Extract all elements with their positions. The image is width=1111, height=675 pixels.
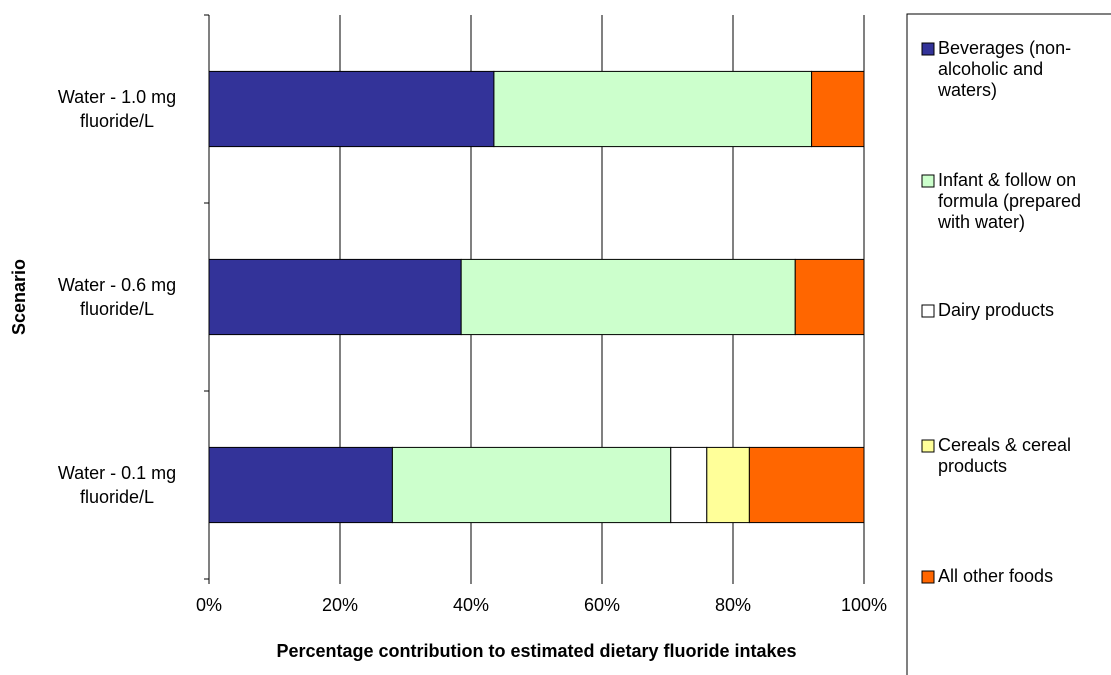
y-category-label-line: fluoride/L (80, 111, 154, 131)
y-category-label-line: Water - 1.0 mg (58, 87, 176, 107)
tick-labels: 0% 20% 40% 60% 80% 100% Water - 1.0 mg fluoride… (58, 87, 887, 615)
legend-swatch (921, 42, 935, 56)
legend-label-line: with water) (937, 212, 1025, 232)
x-tick-label: 80% (715, 595, 751, 615)
legend-label-line: alcoholic and (938, 59, 1043, 79)
legend-label-line: formula (prepared (938, 191, 1081, 211)
y-category-label: Water - 1.0 mg fluoride/L (58, 87, 176, 131)
x-tick-label: 0% (196, 595, 222, 615)
y-category-label-line: fluoride/L (80, 299, 154, 319)
y-axis-title: Scenario (9, 259, 29, 335)
y-category-label: Water - 0.6 mg fluoride/L (58, 275, 176, 319)
legend: Beverages (non-alcoholic and waters) Infan… (906, 13, 1111, 675)
legend-label: Infant & follow on formula (prepared with … (937, 170, 1081, 232)
legend-swatch (921, 174, 935, 188)
y-category-label-line: Water - 0.1 mg (58, 463, 176, 483)
bar-segment (794, 258, 865, 336)
legend-label-line: products (938, 456, 1007, 476)
legend-label: Beverages (non-alcoholic and waters) (937, 38, 1071, 100)
legend-label-line: Dairy products (938, 300, 1054, 320)
x-tick-label: 40% (453, 595, 489, 615)
x-tick-label: 60% (584, 595, 620, 615)
y-category-label: Water - 0.1 mg fluoride/L (58, 463, 176, 507)
x-tick-label: 20% (322, 595, 358, 615)
legend-label-line: waters) (937, 80, 997, 100)
bar-segment (706, 446, 750, 524)
axes (204, 14, 865, 584)
bar-segment (811, 70, 865, 148)
bar-segment (208, 446, 393, 524)
bar-segment (460, 258, 796, 336)
legend-label-line: Infant & follow on (938, 170, 1076, 190)
legend-swatch (921, 570, 935, 584)
legend-label: All other foods (938, 566, 1053, 586)
legend-label-line: All other foods (938, 566, 1053, 586)
legend-label-line: Beverages (non- (938, 38, 1071, 58)
y-category-label-line: Water - 0.6 mg (58, 275, 176, 295)
bar-segment (670, 446, 708, 524)
x-axis-title: Percentage contribution to estimated die… (276, 641, 796, 661)
legend-label-line: Cereals & cereal (938, 435, 1071, 455)
legend-label: Cereals & cereal products (938, 435, 1071, 476)
bar-segment (208, 70, 495, 148)
bar-segment (748, 446, 865, 524)
y-category-label-line: fluoride/L (80, 487, 154, 507)
legend-swatch (921, 439, 935, 453)
bars (208, 70, 865, 524)
bar-segment (208, 258, 462, 336)
legend-swatch (921, 304, 935, 318)
x-tick-label: 100% (841, 595, 887, 615)
legend-box (906, 13, 1111, 675)
legend-label: Dairy products (938, 300, 1054, 320)
bar-segment (391, 446, 672, 524)
bar-segment (493, 70, 813, 148)
